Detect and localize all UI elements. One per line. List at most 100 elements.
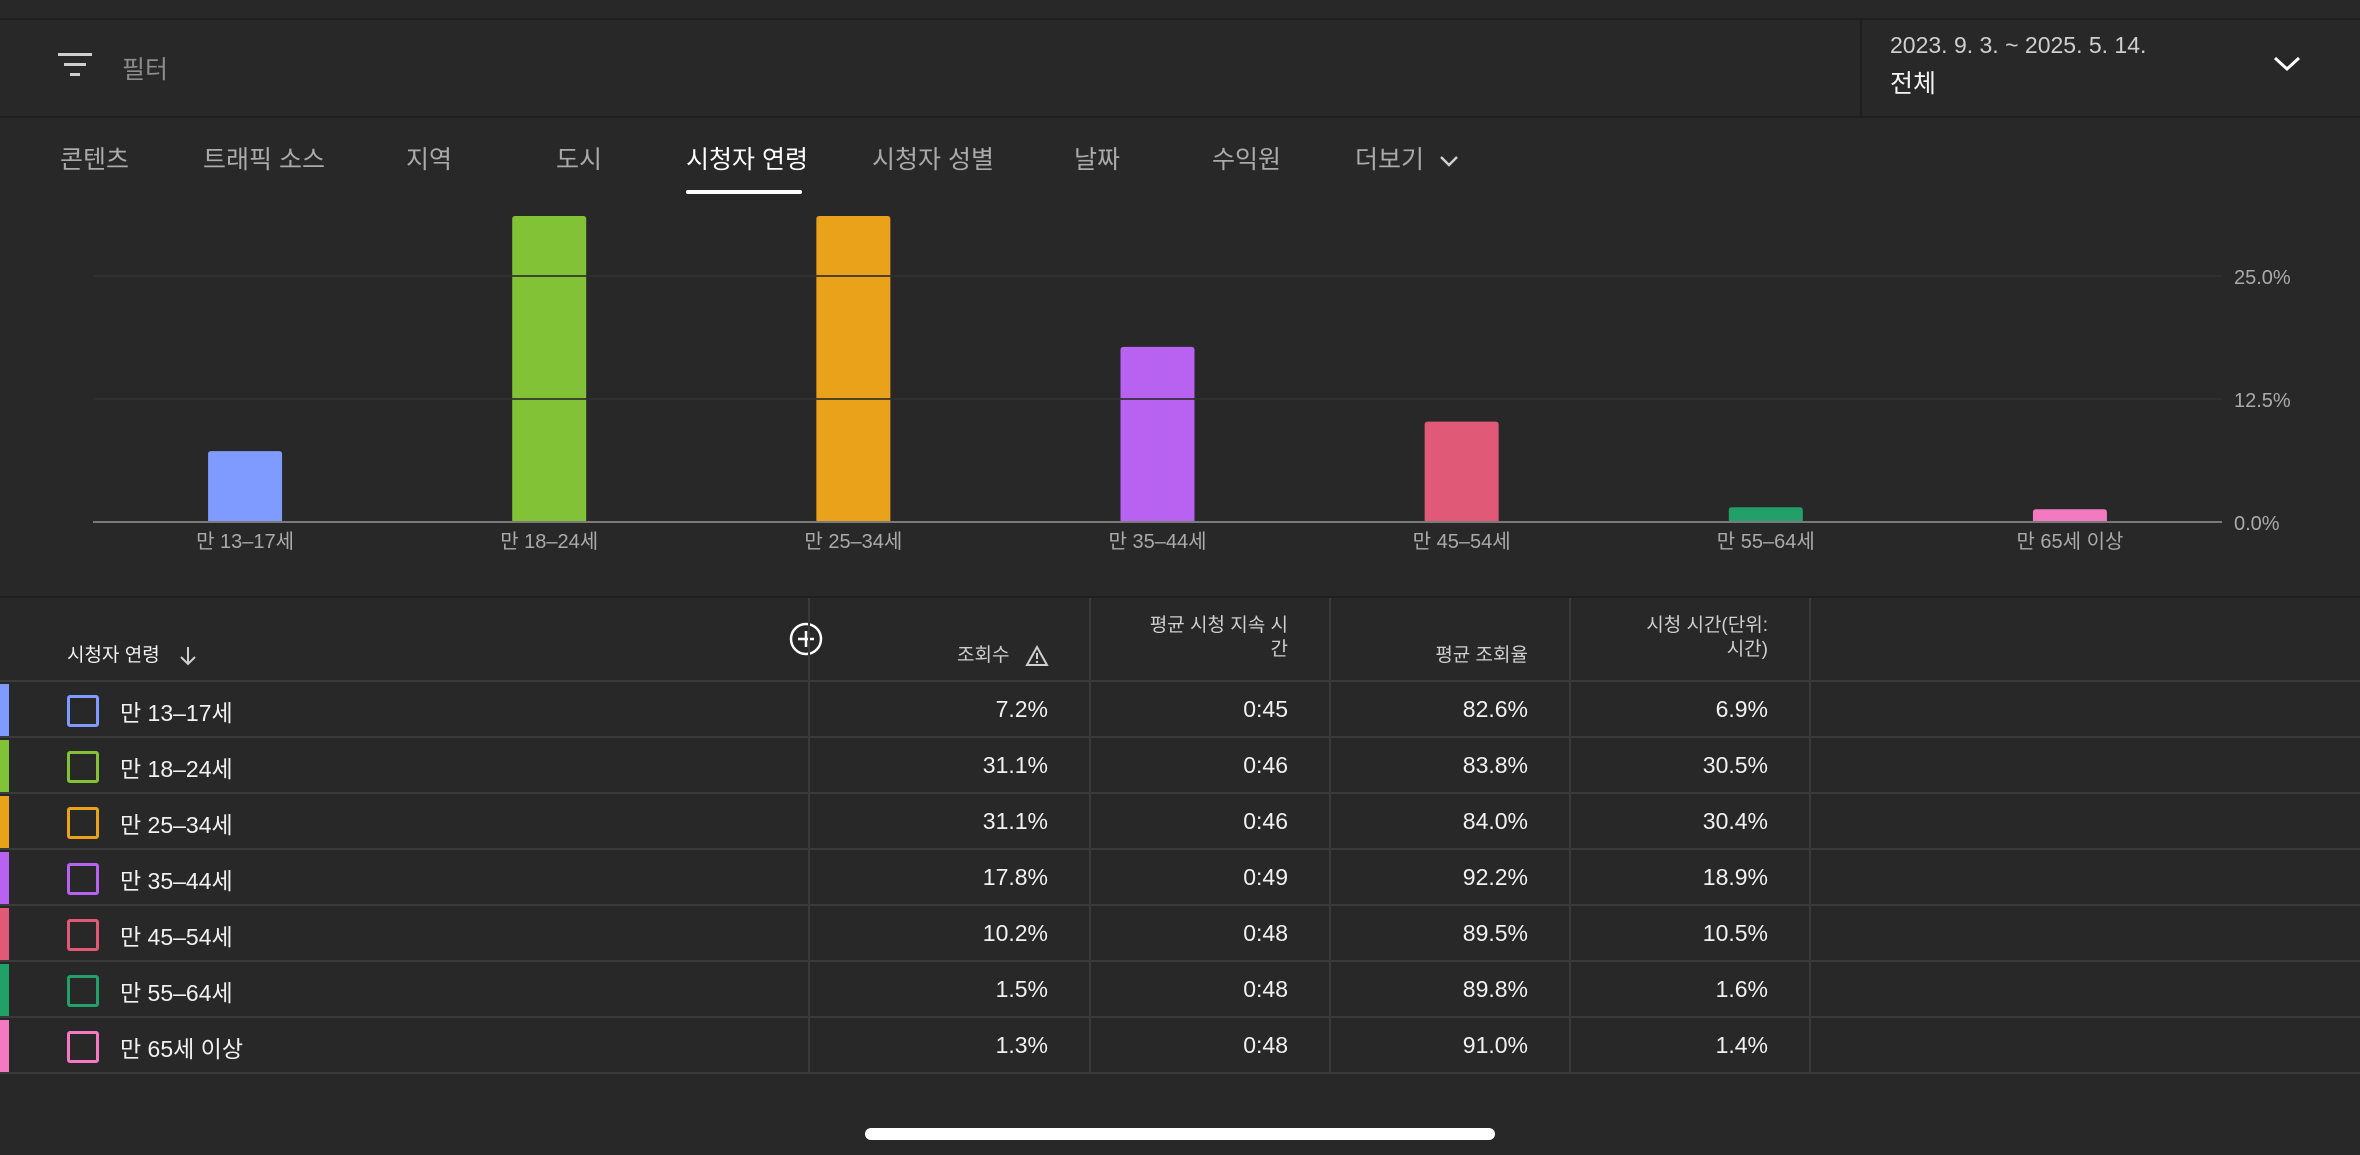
x-tick-label: 만 35–44세: [1109, 530, 1207, 553]
col-header-avg-pct[interactable]: 평균 조회율: [1435, 645, 1528, 666]
x-tick-label: 만 13–17세: [196, 530, 294, 553]
tab-city[interactable]: 도시: [556, 146, 603, 174]
cell-views: 31.1%: [982, 752, 1048, 778]
chevron-down-icon[interactable]: [2272, 52, 2302, 74]
y-tick-label: 0.0%: [2234, 513, 2280, 535]
tab-content[interactable]: 콘텐츠: [60, 146, 130, 174]
row-label: 만 45–54세: [120, 924, 233, 950]
series-color-bar: [0, 852, 9, 906]
row-checkbox[interactable]: [67, 751, 99, 783]
filter-bar: 필터 2023. 9. 3. ~ 2025. 5. 14. 전체: [0, 20, 2360, 118]
x-tick-label: 만 65세 이상: [2016, 530, 2123, 553]
col-header-viewer-age-label: 시청자 연령: [67, 645, 160, 666]
cell-views: 10.2%: [982, 920, 1048, 946]
row-label: 만 55–64세: [120, 980, 233, 1006]
tab-viewer-age[interactable]: 시청자 연령: [686, 146, 808, 174]
col-header-views-label: 조회수: [957, 645, 1010, 666]
table-row[interactable]: 만 35–44세 17.8% 0:49 92.2% 18.9%: [0, 850, 2360, 906]
cell-duration: 0:48: [1243, 976, 1288, 1002]
chart-bar: [1728, 507, 1803, 522]
cell-duration: 0:48: [1243, 1032, 1288, 1058]
series-color-bar: [0, 1020, 9, 1074]
x-tick-label: 만 55–64세: [1717, 530, 1815, 553]
date-scope-text: 전체: [1890, 70, 1937, 98]
row-checkbox[interactable]: [67, 975, 99, 1007]
table-row[interactable]: 만 55–64세 1.5% 0:48 89.8% 1.6%: [0, 962, 2360, 1018]
tab-more-label: 더보기: [1355, 146, 1425, 174]
column-divider: [808, 598, 810, 1074]
col-header-viewer-age[interactable]: 시청자 연령: [67, 644, 199, 668]
chart-bar: [208, 451, 283, 522]
tab-region[interactable]: 지역: [406, 146, 453, 174]
row-divider: [0, 736, 2360, 738]
row-checkbox[interactable]: [67, 919, 99, 951]
table-row[interactable]: 만 18–24세 31.1% 0:46 83.8% 30.5%: [0, 738, 2360, 794]
chart-bar: [512, 216, 587, 522]
chevron-down-icon: [1440, 156, 1458, 168]
cell-views: 1.5%: [995, 976, 1048, 1002]
col-header-avg-duration[interactable]: 평균 시청 지속 시 간: [1110, 614, 1288, 662]
series-color-bar: [0, 908, 9, 962]
cell-pct: 89.8%: [1462, 976, 1528, 1002]
warning-icon[interactable]: [1025, 644, 1049, 667]
filter-input[interactable]: 필터: [122, 56, 169, 84]
cell-watch: 6.9%: [1715, 696, 1768, 722]
cell-pct: 83.8%: [1462, 752, 1528, 778]
row-checkbox[interactable]: [67, 1031, 99, 1063]
col-header-views[interactable]: 조회수: [957, 644, 1049, 668]
table-row[interactable]: 만 25–34세 31.1% 0:46 84.0% 30.4%: [0, 794, 2360, 850]
tab-traffic-source[interactable]: 트래픽 소스: [203, 146, 325, 174]
home-indicator[interactable]: [865, 1128, 1495, 1140]
cell-watch: 1.6%: [1715, 976, 1768, 1002]
x-tick-label: 만 25–34세: [804, 530, 902, 553]
row-label: 만 25–34세: [120, 812, 233, 838]
table-row[interactable]: 만 13–17세 7.2% 0:45 82.6% 6.9%: [0, 682, 2360, 738]
tab-date[interactable]: 날짜: [1074, 146, 1121, 174]
cell-pct: 91.0%: [1462, 1032, 1528, 1058]
cell-pct: 84.0%: [1462, 808, 1528, 834]
cell-duration: 0:49: [1243, 864, 1288, 890]
date-range-selector[interactable]: 2023. 9. 3. ~ 2025. 5. 14. 전체: [1860, 20, 2360, 116]
cell-pct: 89.5%: [1462, 920, 1528, 946]
row-divider: [0, 1072, 2360, 1074]
top-divider: [0, 18, 2360, 20]
tab-revenue-source[interactable]: 수익원: [1212, 146, 1282, 174]
cell-watch: 30.5%: [1702, 752, 1768, 778]
cell-watch: 30.4%: [1702, 808, 1768, 834]
cell-views: 31.1%: [982, 808, 1048, 834]
x-tick-label: 만 18–24세: [500, 530, 598, 553]
series-color-bar: [0, 740, 9, 794]
table-row[interactable]: 만 65세 이상 1.3% 0:48 91.0% 1.4%: [0, 1018, 2360, 1074]
x-tick-label: 만 45–54세: [1413, 530, 1511, 553]
arrow-down-icon[interactable]: [177, 645, 199, 667]
col-header-watch-time-line1: 시청 시간(단위:: [1646, 615, 1768, 636]
row-checkbox[interactable]: [67, 695, 99, 727]
add-column-icon[interactable]: [789, 622, 823, 656]
cell-duration: 0:45: [1243, 696, 1288, 722]
row-divider: [0, 904, 2360, 906]
tab-more[interactable]: 더보기: [1355, 140, 1459, 176]
date-range-text: 2023. 9. 3. ~ 2025. 5. 14.: [1890, 32, 2147, 58]
cell-duration: 0:46: [1243, 808, 1288, 834]
chart-bar: [816, 216, 891, 522]
col-header-watch-time[interactable]: 시청 시간(단위: 시간): [1600, 614, 1768, 662]
row-divider: [0, 848, 2360, 850]
cell-watch: 1.4%: [1715, 1032, 1768, 1058]
active-tab-indicator: [686, 190, 802, 194]
row-divider: [0, 960, 2360, 962]
tab-viewer-gender[interactable]: 시청자 성별: [872, 146, 994, 174]
chart-bar: [1120, 346, 1195, 522]
filter-icon[interactable]: [58, 50, 92, 80]
tab-bar: 콘텐츠 트래픽 소스 지역 도시 시청자 연령 시청자 성별 날짜 수익원 더보…: [0, 118, 2360, 196]
chart-table-divider: [0, 596, 2360, 598]
table-row[interactable]: 만 45–54세 10.2% 0:48 89.5% 10.5%: [0, 906, 2360, 962]
column-divider: [1329, 598, 1331, 1074]
col-header-watch-time-line2: 시간): [1726, 639, 1768, 660]
col-header-avg-duration-line2: 간: [1270, 639, 1288, 660]
series-color-bar: [0, 964, 9, 1018]
y-tick-label: 12.5%: [2234, 390, 2291, 412]
series-color-bar: [0, 684, 9, 738]
row-checkbox[interactable]: [67, 863, 99, 895]
cell-pct: 82.6%: [1462, 696, 1528, 722]
row-checkbox[interactable]: [67, 807, 99, 839]
